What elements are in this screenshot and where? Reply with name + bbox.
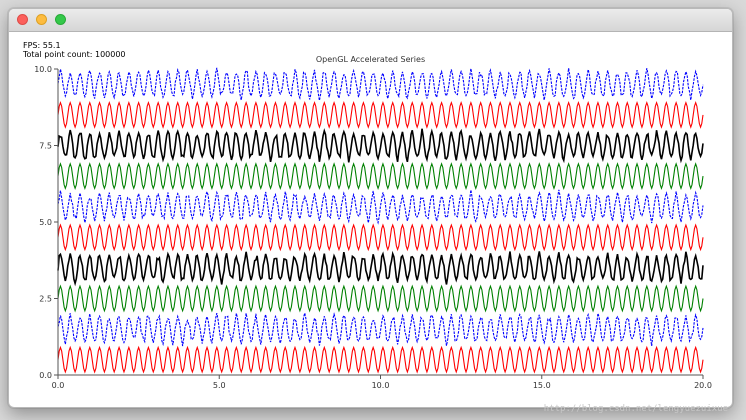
y-tick-label: 7.5 — [39, 142, 52, 151]
y-tick-label: 5.0 — [39, 218, 52, 227]
series-line-5 — [57, 223, 704, 252]
close-window-button[interactable] — [17, 14, 28, 25]
series-line-3 — [57, 284, 704, 313]
x-tick-label: 20.0 — [694, 381, 712, 390]
watermark-text: http://blog.csdn.net/lengyuezuixue — [543, 404, 728, 414]
y-tick-label: 10.0 — [34, 65, 52, 74]
series-line-10 — [57, 67, 704, 101]
chart-area[interactable]: 0.0 5.0 10.0 15.0 20.0 0.0 2.5 5.0 7.5 10.0 — [9, 9, 732, 407]
point-count-label: Total point count: 100000 — [23, 50, 126, 59]
series-line-7 — [57, 162, 704, 191]
x-tick-label: 10.0 — [372, 381, 390, 390]
title-bar[interactable] — [9, 9, 732, 32]
fps-label: FPS: 55.1 — [23, 41, 61, 50]
x-tick-label: 15.0 — [533, 381, 551, 390]
y-tick-label: 0.0 — [39, 371, 52, 380]
series-line-2 — [57, 312, 704, 347]
series-line-8 — [57, 128, 704, 164]
app-window: FPS: 55.1 Total point count: 100000 Open… — [8, 8, 733, 408]
maximize-window-button[interactable] — [55, 14, 66, 25]
minimize-window-button[interactable] — [36, 14, 47, 25]
y-tick-label: 2.5 — [39, 295, 52, 304]
series-line-9 — [57, 100, 704, 129]
x-tick-label: 5.0 — [213, 381, 226, 390]
x-tick-label: 0.0 — [52, 381, 65, 390]
chart-title: OpenGL Accelerated Series — [315, 55, 426, 64]
series-line-6 — [57, 189, 704, 225]
series-line-1 — [57, 345, 704, 374]
series-line-4 — [57, 250, 704, 287]
